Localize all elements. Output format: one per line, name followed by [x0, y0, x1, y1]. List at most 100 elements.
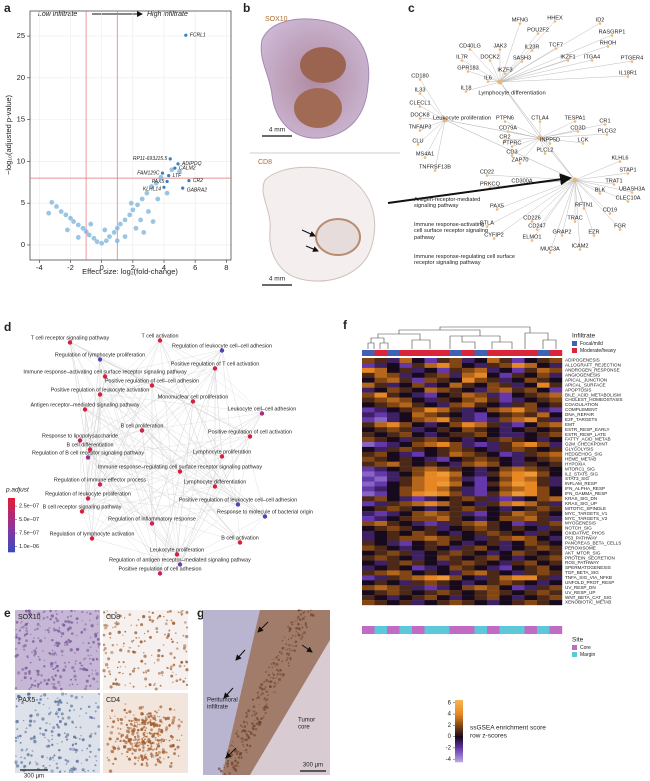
network-edge: [87, 429, 143, 499]
heatmap-cell: [474, 476, 488, 482]
cell: [143, 640, 146, 643]
cell: [138, 723, 141, 726]
heatmap-cell: [512, 451, 525, 457]
heatmap-cell: [387, 555, 400, 561]
cell: [38, 658, 41, 661]
heatmap-cell: [374, 595, 388, 601]
cell: [154, 710, 157, 713]
colorbar-step: [455, 741, 463, 744]
cell: [89, 716, 93, 719]
heatmap-cell: [412, 412, 425, 418]
point: [63, 212, 69, 218]
cell: [254, 714, 257, 716]
cell: [295, 634, 297, 636]
heatmap-cell: [474, 506, 488, 512]
legend-title: p.adjust: [5, 487, 30, 494]
cell: [46, 757, 48, 759]
cell: [15, 719, 19, 724]
pathway-label: Immune response-activating cell surface …: [414, 222, 488, 241]
heatmap-cell: [462, 511, 475, 517]
heatmap-cell: [374, 476, 388, 482]
network-edge: [91, 537, 181, 565]
heatmap-cell: [374, 540, 388, 546]
cell: [148, 611, 150, 613]
heatmap-cell: [387, 525, 400, 532]
heatmap-cell: [462, 372, 475, 378]
cell: [297, 632, 299, 634]
cell: [55, 654, 58, 656]
heatmap-cell: [399, 451, 413, 457]
heatmap-cell: [524, 417, 538, 423]
cell: [137, 667, 140, 670]
heatmap-cell: [399, 446, 413, 453]
row-label: EMT: [565, 422, 575, 427]
heatmap-cell: [399, 461, 413, 467]
cell: [160, 730, 164, 734]
row-label: UV_RESP_UP: [565, 590, 595, 595]
cell: [144, 677, 148, 681]
heatmap-cell: [412, 525, 425, 532]
cell: [268, 666, 270, 669]
cell: [287, 638, 290, 641]
site-cell: [437, 626, 450, 634]
cell: [28, 612, 31, 614]
x-tick-label: 8: [224, 263, 228, 272]
cell: [126, 748, 130, 751]
colorbar-step: [455, 701, 463, 704]
heatmap-cell: [437, 451, 450, 457]
colorbar-step: [455, 757, 463, 760]
gene-node: [592, 234, 596, 237]
heatmap-cell: [512, 446, 525, 453]
cell: [182, 646, 186, 650]
legend-label: Margin: [580, 652, 596, 658]
cell: [130, 624, 132, 627]
term-label: Response to molecule of bacterial origin: [217, 509, 313, 515]
cell: [107, 657, 111, 661]
heatmap-cell: [412, 585, 425, 591]
gene-node: [554, 47, 558, 50]
gene-node: [610, 34, 614, 37]
gene-node: [466, 70, 470, 73]
colorbar-step: [455, 704, 463, 707]
cell: [16, 671, 21, 675]
network-edge: [87, 470, 181, 499]
cell: [168, 764, 173, 769]
heatmap-cell: [387, 427, 400, 433]
heatmap-cell: [462, 535, 475, 541]
cell: [145, 672, 147, 674]
heatmap-cell: [449, 402, 463, 408]
cell: [95, 759, 98, 762]
term-label: Regulation of immune effector process: [54, 477, 146, 483]
heatmap-cell: [449, 570, 463, 576]
heatmap-cell: [424, 501, 438, 507]
heatmap-cell: [524, 550, 538, 556]
heatmap-cell: [362, 491, 375, 497]
cell: [56, 629, 61, 633]
cell: [143, 757, 146, 760]
cell: [120, 722, 123, 725]
heatmap-cell: [374, 387, 388, 393]
heatmap-cell: [487, 471, 500, 477]
cell: [51, 743, 54, 747]
heatmap-cell: [387, 486, 400, 492]
heatmap-cell: [412, 362, 425, 369]
heatmap-cell: [374, 437, 388, 443]
cell: [75, 759, 79, 763]
gene-label: JAK3: [493, 43, 506, 49]
cell: [24, 623, 28, 626]
cell: [158, 648, 161, 652]
cell: [123, 617, 126, 619]
cell: [53, 621, 56, 624]
cell: [263, 688, 266, 691]
cell: [160, 728, 163, 731]
cell: [40, 674, 43, 677]
colorbar-step: [8, 498, 15, 501]
heatmap-cell: [362, 516, 375, 522]
heatmap-cell: [537, 397, 550, 403]
heatmap-cell: [474, 511, 488, 517]
cell: [111, 709, 114, 712]
heatmap-cell: [512, 560, 525, 566]
heatmap-cell: [499, 570, 513, 576]
cell: [47, 629, 49, 631]
heatmap-cell: [474, 486, 488, 492]
